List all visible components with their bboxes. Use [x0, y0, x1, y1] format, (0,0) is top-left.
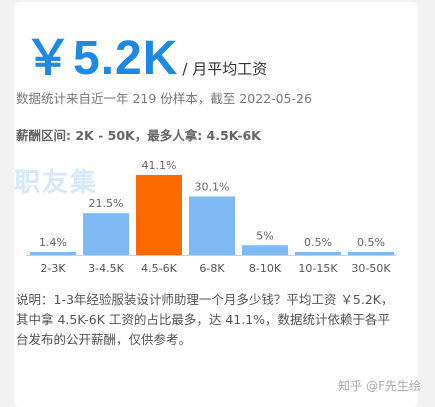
bar-value-label: 0.5% — [304, 236, 332, 249]
bar-6-8K — [189, 196, 235, 255]
salary-unit: / 月平均工资 — [182, 60, 268, 78]
category-label: 8-10K — [249, 262, 282, 275]
average-salary: ￥5.2K / 月平均工资 — [24, 18, 267, 88]
bar-value-label: 30.1% — [195, 180, 230, 193]
footer-credit: 知乎 @F先生绘 — [338, 379, 421, 393]
sample-info: 数据统计来自近一年 219 份样本，截至 2022-05-26 — [16, 91, 312, 106]
bar-4.5-6K — [136, 175, 182, 255]
description: 说明：1-3年经验服装设计师助理一个月多少钱？平均工资 ￥5.2K，其中拿 4.… — [16, 292, 394, 347]
salary-distribution-chart: 1.4% 2-3K 21.5% 3-4.5K 41.1% 4.5-6K 30.1% 6-8K 5… — [26, 159, 396, 275]
bar-value-label: 5% — [256, 229, 273, 242]
bar-8-10K — [242, 245, 288, 255]
category-label: 10-15K — [298, 262, 338, 275]
bar-value-label: 41.1% — [142, 159, 177, 172]
category-label: 30-50K — [351, 262, 391, 275]
bar-value-label: 1.4% — [39, 236, 67, 249]
bar-10-15K — [295, 252, 341, 255]
bar-value-label: 0.5% — [357, 236, 385, 249]
bar-30-50K — [348, 252, 394, 255]
bar-2-3K — [30, 252, 76, 255]
watermark-logo: 职友集 — [14, 168, 99, 198]
category-label: 6-8K — [199, 262, 225, 275]
category-label: 4.5-6K — [141, 262, 177, 275]
salary-value: ￥5.2K — [24, 32, 179, 85]
bar-3-4.5K — [83, 213, 129, 255]
category-label: 3-4.5K — [88, 262, 124, 275]
category-label: 2-3K — [40, 262, 66, 275]
salary-range: 薪酬区间: 2K - 50K，最多人拿: 4.5K-6K — [16, 128, 261, 143]
bar-value-label: 21.5% — [89, 197, 124, 210]
